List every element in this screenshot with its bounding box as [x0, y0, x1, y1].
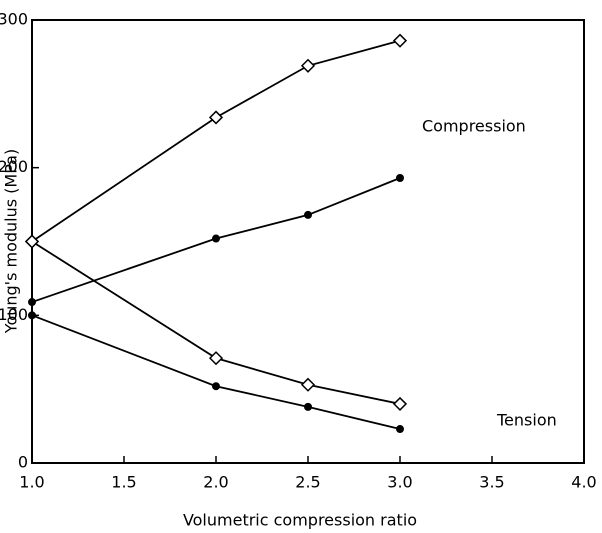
marker — [396, 174, 404, 183]
series-line — [31, 39, 401, 243]
series-line — [31, 240, 401, 405]
y-tick-label: 100 — [0, 305, 28, 324]
y-axis-label: Young's modulus (MPa) — [2, 149, 21, 334]
y-tick-label: 300 — [0, 10, 28, 29]
x-tick-label: 4.0 — [571, 473, 596, 492]
marker — [300, 58, 316, 73]
x-axis-label: Volumetric compression ratio — [183, 511, 417, 530]
marker — [304, 402, 312, 411]
x-tick-label: 1.0 — [19, 473, 44, 492]
y-tick-label: 0 — [18, 453, 28, 472]
marker — [212, 234, 220, 243]
marker — [208, 110, 224, 125]
x-tick-label: 2.5 — [295, 473, 320, 492]
plot-frame — [31, 19, 585, 464]
marker — [212, 382, 220, 391]
series-line — [31, 177, 401, 303]
x-tick-label: 2.0 — [203, 473, 228, 492]
x-tick-label: 1.5 — [111, 473, 136, 492]
marker — [392, 396, 408, 411]
y-tick-label: 200 — [0, 157, 28, 176]
marker — [396, 425, 404, 434]
marker — [208, 351, 224, 366]
marker — [300, 377, 316, 392]
annotation: Tension — [496, 411, 557, 430]
marker — [28, 298, 36, 307]
marker — [28, 311, 36, 320]
x-tick-label: 3.0 — [387, 473, 412, 492]
x-tick-label: 3.5 — [479, 473, 504, 492]
series-line — [31, 314, 401, 430]
marker — [304, 210, 312, 219]
annotation: Compression — [422, 117, 526, 136]
marker — [24, 234, 40, 249]
marker — [392, 33, 408, 48]
